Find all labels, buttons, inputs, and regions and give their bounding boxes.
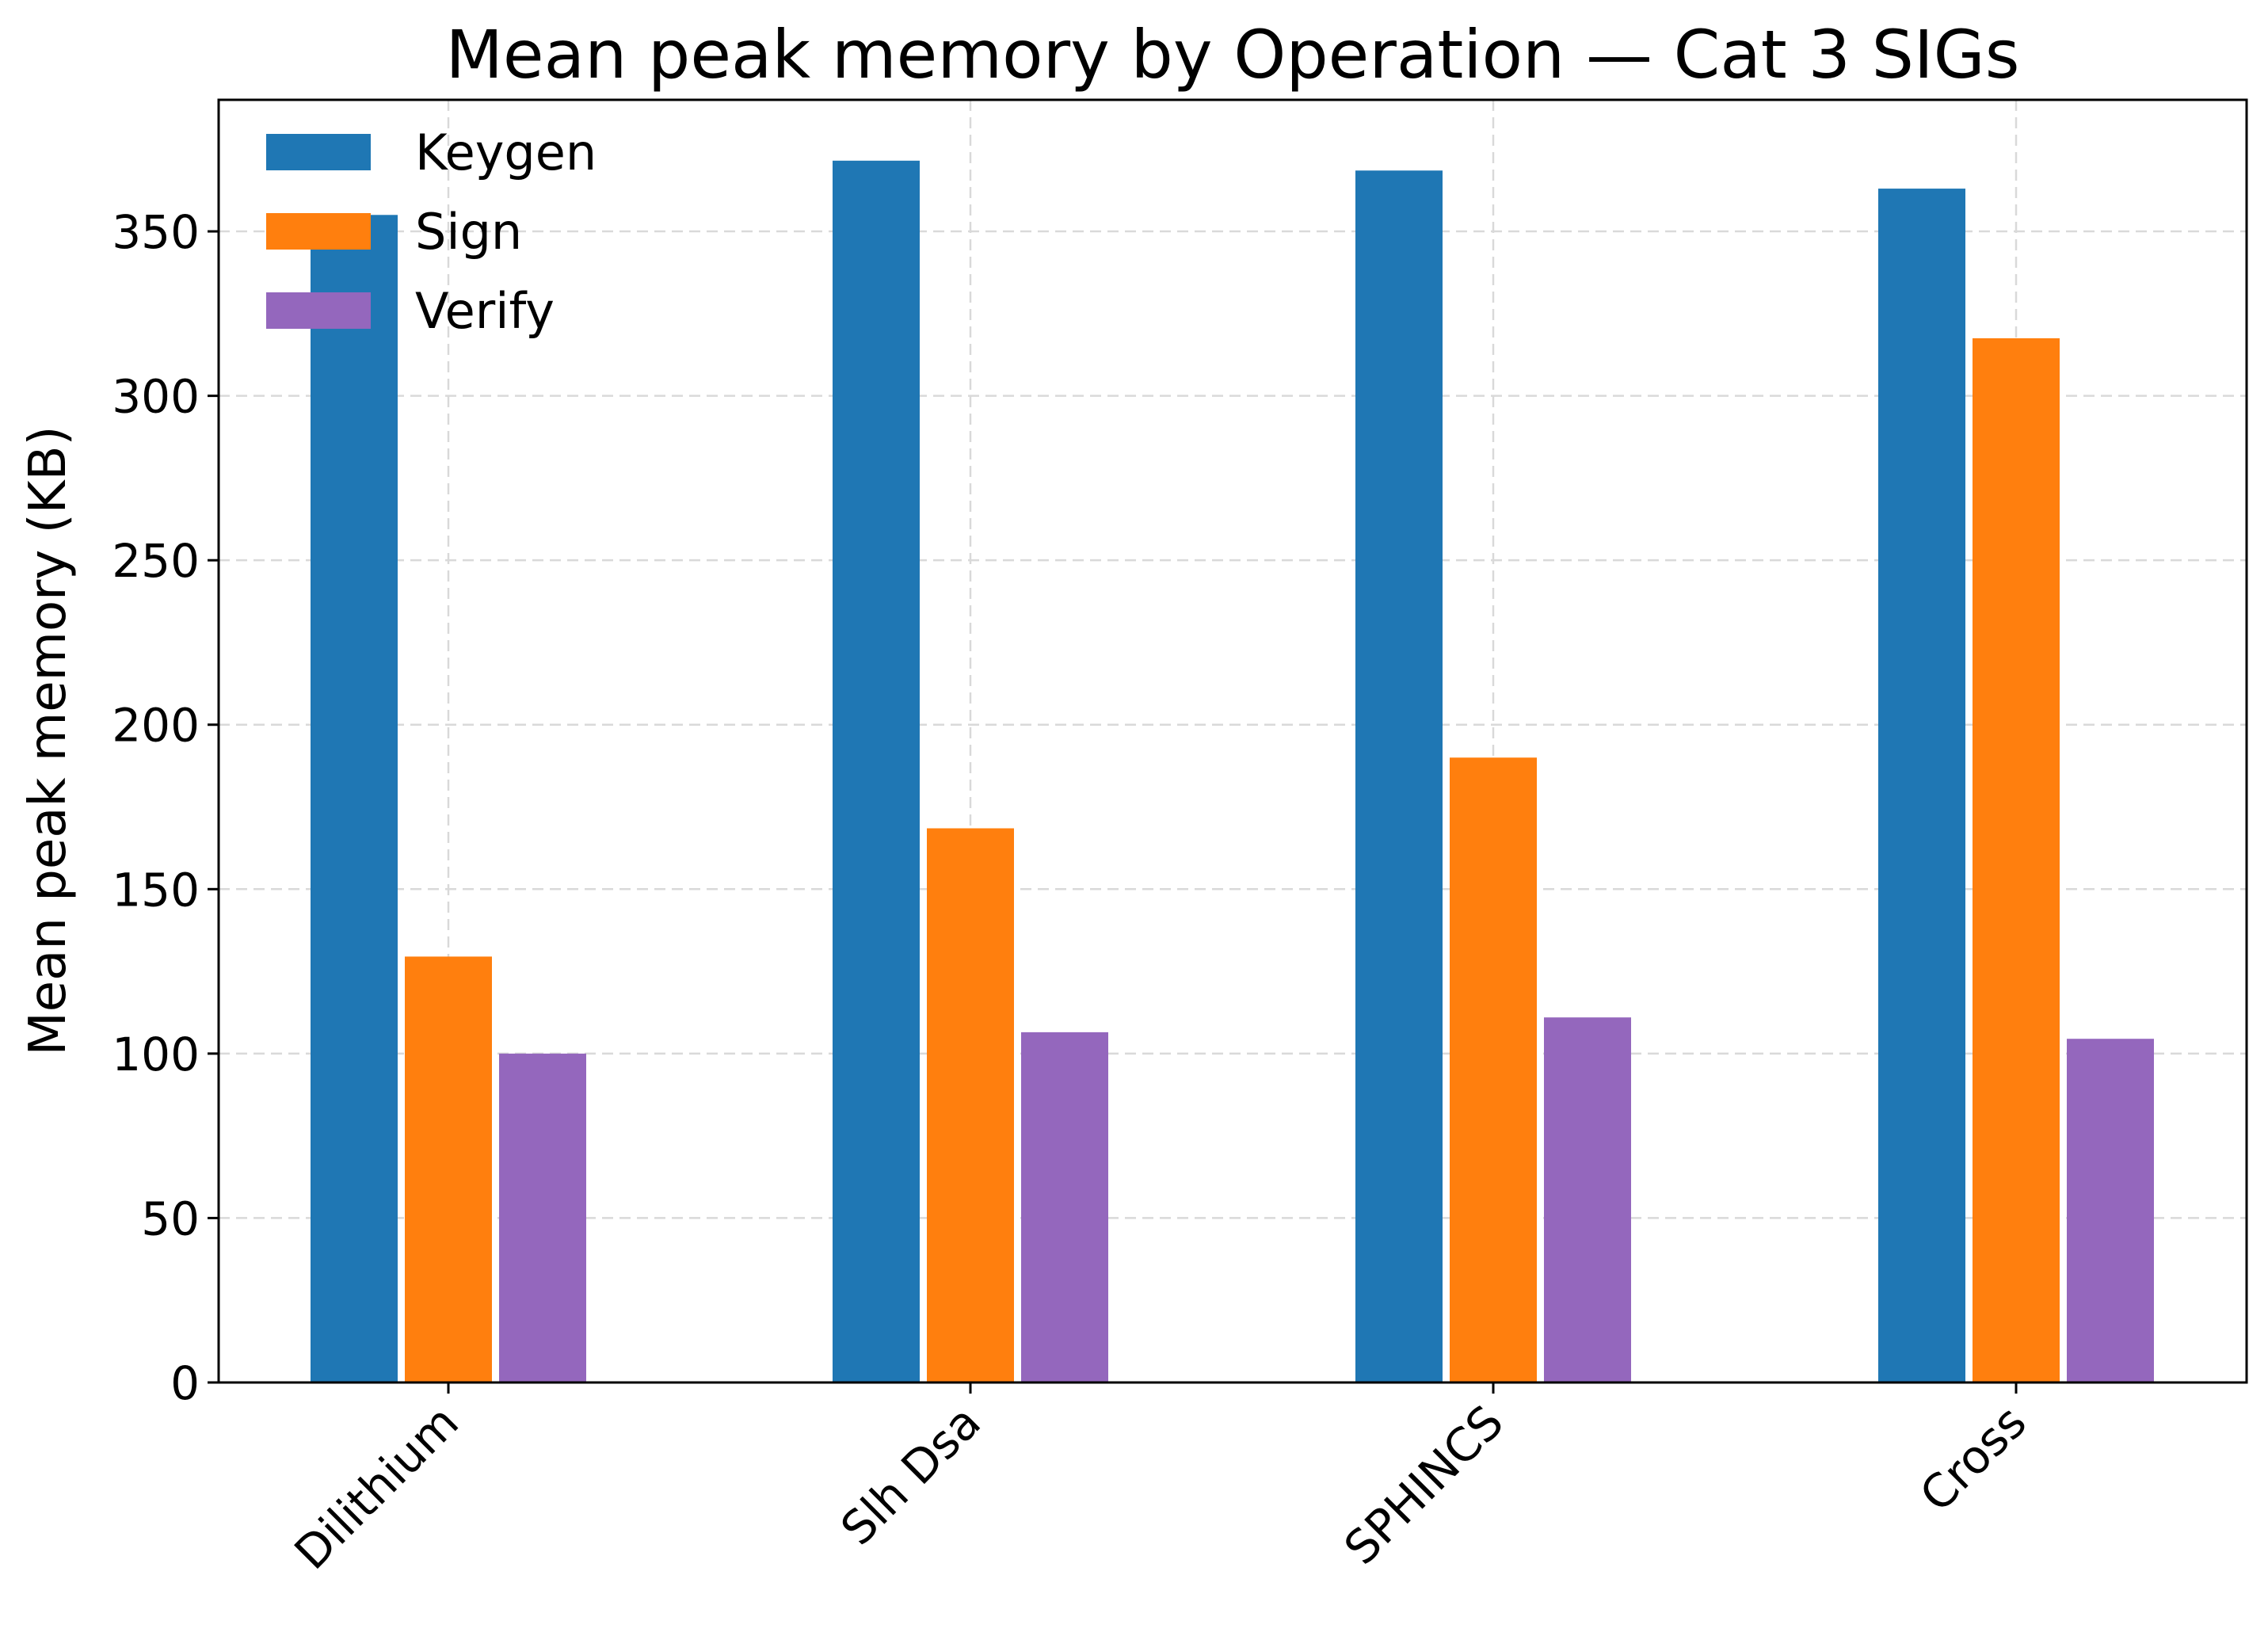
bar-sign-sphincs bbox=[1450, 757, 1537, 1382]
bar-sign-dilithium bbox=[405, 956, 492, 1382]
legend-swatch bbox=[266, 213, 371, 250]
y-axis-label: Mean peak memory (KB) bbox=[19, 426, 78, 1056]
legend-swatch bbox=[266, 292, 371, 329]
chart-title: Mean peak memory by Operation — Cat 3 SI… bbox=[445, 16, 2019, 93]
x-tick-label: Slh Dsa bbox=[830, 1395, 991, 1556]
x-tick-label: Dilithium bbox=[284, 1395, 469, 1580]
legend-label: Sign bbox=[415, 203, 522, 261]
y-axis-ticks: 0 50 100 150 200 250 300 350 bbox=[112, 205, 219, 1410]
y-tick-label: 50 bbox=[141, 1192, 200, 1245]
y-tick-label: 100 bbox=[112, 1028, 200, 1081]
y-tick-label: 150 bbox=[112, 863, 200, 917]
bar-verify-cross bbox=[2067, 1039, 2154, 1382]
y-tick-label: 350 bbox=[112, 205, 200, 259]
x-axis-ticks: Dilithium Slh Dsa SPHINCS Cross bbox=[284, 1382, 2037, 1580]
bar-keygen-slh-dsa bbox=[833, 160, 920, 1383]
legend: Keygen Sign Verify bbox=[266, 124, 597, 340]
grid-lines bbox=[219, 100, 2247, 1384]
x-tick-label: Cross bbox=[1909, 1395, 2037, 1523]
legend-label: Verify bbox=[415, 282, 555, 340]
y-tick-label: 300 bbox=[112, 370, 200, 424]
y-tick-label: 200 bbox=[112, 699, 200, 753]
y-tick-label: 0 bbox=[170, 1356, 200, 1410]
bar-sign-cross bbox=[1973, 337, 2060, 1382]
bar-verify-slh-dsa bbox=[1021, 1032, 1108, 1382]
legend-label: Keygen bbox=[415, 124, 597, 181]
bar-sign-slh-dsa bbox=[927, 828, 1014, 1382]
y-tick-label: 250 bbox=[112, 534, 200, 588]
bar-keygen-dilithium bbox=[311, 215, 398, 1382]
bars bbox=[311, 160, 2154, 1383]
bar-keygen-sphincs bbox=[1355, 170, 1443, 1382]
bar-verify-sphincs bbox=[1544, 1017, 1631, 1382]
legend-swatch bbox=[266, 134, 371, 170]
bar-keygen-cross bbox=[1878, 189, 1965, 1383]
plot-area-frame bbox=[217, 98, 2248, 1384]
x-tick-label: SPHINCS bbox=[1334, 1395, 1514, 1575]
bar-verify-dilithium bbox=[499, 1053, 586, 1382]
